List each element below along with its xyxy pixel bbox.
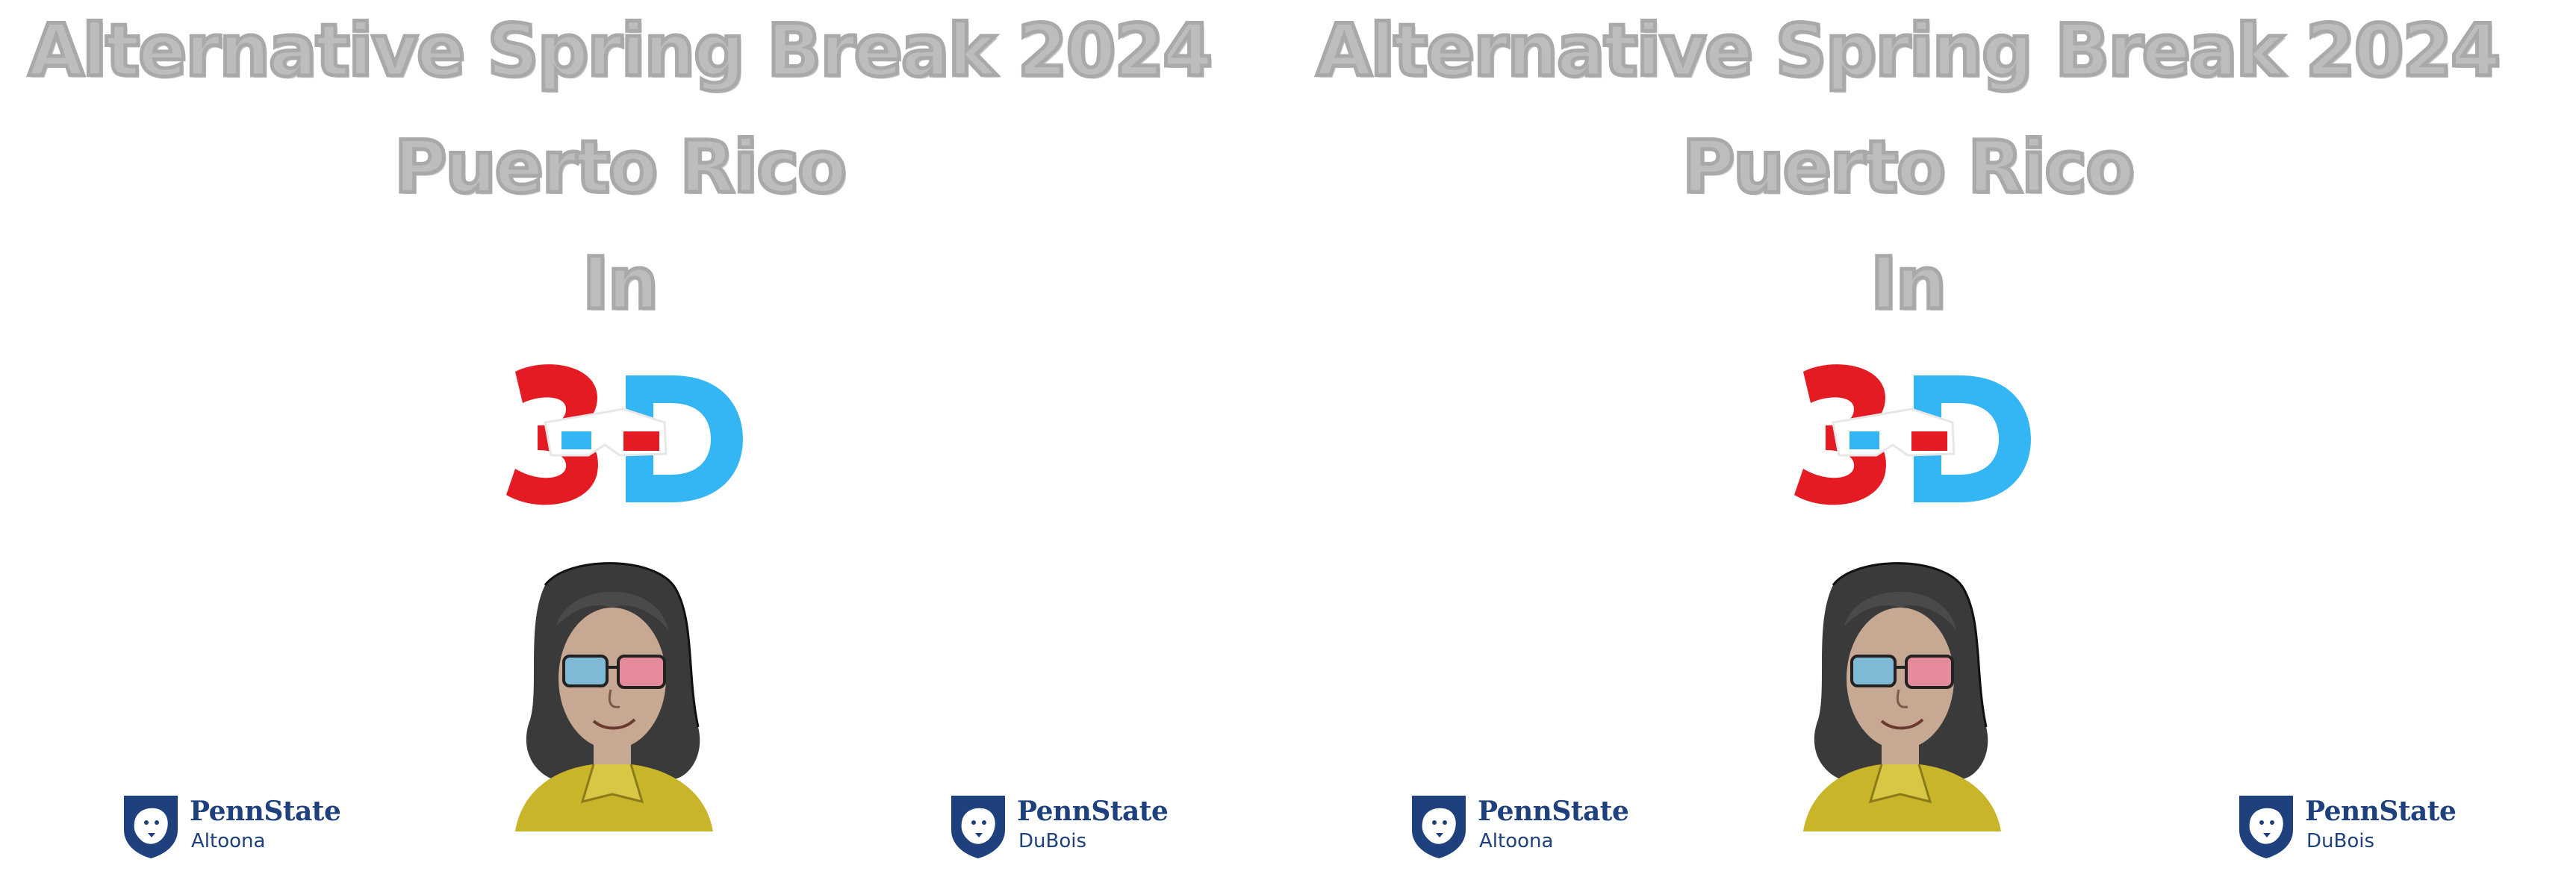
title-line-2: Puerto Rico bbox=[1680, 124, 2136, 211]
nittany-lion-shield-icon bbox=[1412, 796, 1466, 858]
title-line-1: Alternative Spring Break 2024 bbox=[26, 7, 1214, 95]
campus-name-altoona: Altoona bbox=[191, 830, 266, 852]
title-line-3: In bbox=[1868, 240, 1948, 328]
pennstate-wordmark: PennState bbox=[190, 796, 341, 827]
cartoon-person-illustration bbox=[1803, 562, 2001, 831]
3d-logo-icon bbox=[506, 364, 743, 505]
title-line-1: Alternative Spring Break 2024 bbox=[1314, 7, 2502, 95]
title-line-2: Puerto Rico bbox=[392, 124, 848, 211]
flyer-panel-left: Alternative Spring Break 2024 Puerto Ric… bbox=[26, 7, 1215, 863]
pennstate-wordmark: PennState bbox=[1017, 796, 1169, 827]
pennstate-altoona-logo: PennState Altoona bbox=[121, 791, 345, 863]
nittany-lion-shield-icon bbox=[124, 796, 178, 858]
campus-name-dubois: DuBois bbox=[1018, 830, 1087, 852]
flyer-panel-right: Alternative Spring Break 2024 Puerto Ric… bbox=[1288, 0, 2576, 880]
title-line-3: In bbox=[580, 240, 660, 328]
pennstate-altoona-logo: PennState Altoona bbox=[1409, 791, 1633, 863]
pennstate-wordmark: PennState bbox=[2305, 796, 2457, 827]
nittany-lion-shield-icon bbox=[951, 796, 1005, 858]
pennstate-dubois-logo: PennState DuBois bbox=[2236, 791, 2460, 863]
3d-logo-icon bbox=[1794, 364, 2031, 505]
pennstate-wordmark: PennState bbox=[1478, 796, 1629, 827]
campus-name-altoona: Altoona bbox=[1479, 830, 1554, 852]
nittany-lion-shield-icon bbox=[2239, 796, 2293, 858]
cartoon-person-illustration bbox=[515, 562, 713, 831]
campus-name-dubois: DuBois bbox=[2306, 830, 2375, 852]
pennstate-dubois-logo: PennState DuBois bbox=[948, 791, 1172, 863]
